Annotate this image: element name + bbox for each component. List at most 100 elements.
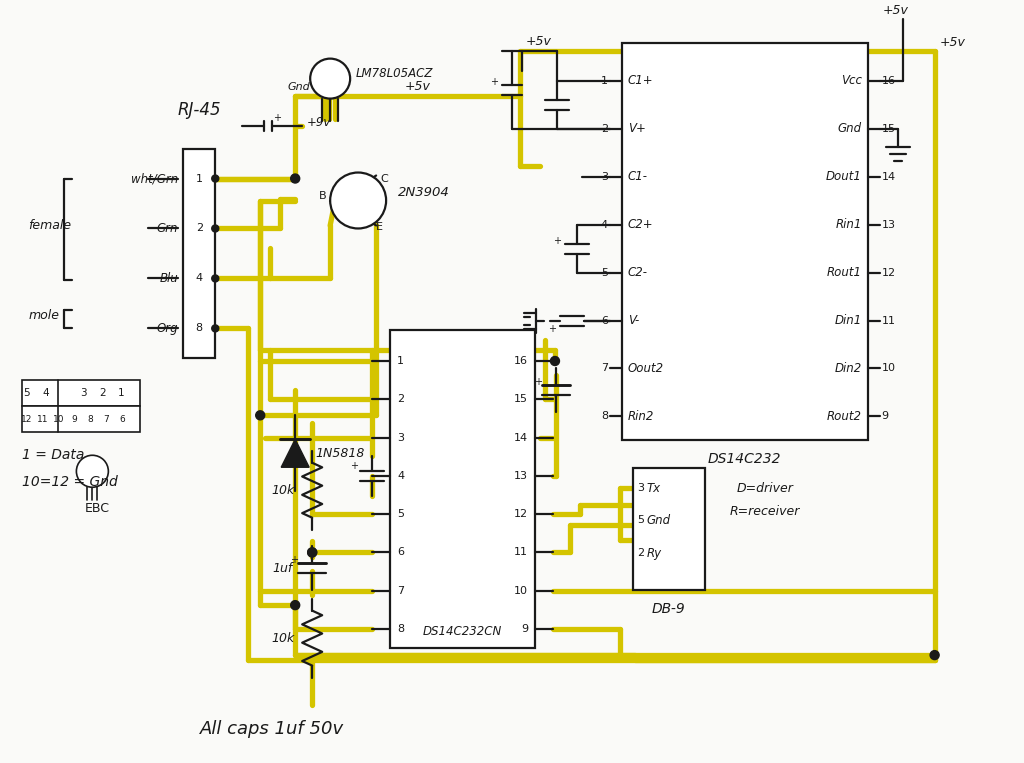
Text: 12: 12 — [514, 509, 528, 519]
Text: 8: 8 — [87, 415, 93, 423]
Text: Ry: Ry — [647, 546, 662, 560]
Text: 4: 4 — [397, 471, 404, 481]
Text: 12: 12 — [20, 415, 32, 423]
Text: 9: 9 — [72, 415, 77, 423]
Text: Grn: Grn — [157, 222, 178, 235]
Text: Rout1: Rout1 — [826, 266, 861, 279]
Circle shape — [256, 410, 265, 420]
Text: 2: 2 — [99, 388, 105, 398]
Text: 5: 5 — [601, 268, 608, 278]
Text: 4: 4 — [196, 273, 203, 283]
Text: 13: 13 — [514, 471, 528, 481]
Text: V+: V+ — [628, 122, 646, 135]
Text: female: female — [29, 219, 72, 232]
Text: D=driver: D=driver — [736, 482, 794, 495]
Text: R=receiver: R=receiver — [729, 505, 800, 518]
Text: +: + — [490, 77, 498, 87]
Text: 2: 2 — [601, 124, 608, 134]
Text: DB-9: DB-9 — [652, 602, 686, 617]
Circle shape — [307, 548, 316, 557]
Text: 3: 3 — [80, 388, 87, 398]
Text: 2: 2 — [196, 224, 203, 233]
Text: 10: 10 — [52, 415, 65, 423]
Text: 7: 7 — [103, 415, 110, 423]
Text: Rin2: Rin2 — [628, 410, 654, 423]
Text: 13: 13 — [882, 220, 896, 230]
Text: 15: 15 — [882, 124, 896, 134]
Circle shape — [551, 356, 559, 365]
Text: 5: 5 — [397, 509, 404, 519]
Text: 9: 9 — [521, 624, 528, 634]
Text: C2-: C2- — [628, 266, 648, 279]
Text: +: + — [534, 378, 542, 388]
Text: LM78L05ACZ: LM78L05ACZ — [356, 67, 433, 80]
Text: RJ-45: RJ-45 — [177, 101, 221, 118]
Text: Gnd: Gnd — [838, 122, 861, 135]
Text: 1: 1 — [118, 388, 125, 398]
Text: +: + — [273, 113, 282, 123]
Text: 7: 7 — [397, 586, 404, 596]
Text: DS14C232CN: DS14C232CN — [423, 625, 502, 638]
Text: 11: 11 — [882, 316, 896, 326]
Text: Vcc: Vcc — [841, 75, 861, 88]
Text: mole: mole — [29, 309, 59, 322]
Text: +: + — [548, 324, 556, 333]
Text: 1 = Data: 1 = Data — [23, 449, 85, 462]
Text: Rout2: Rout2 — [826, 410, 861, 423]
Text: 8: 8 — [601, 411, 608, 421]
Text: 4: 4 — [42, 388, 49, 398]
Text: +5v: +5v — [526, 34, 552, 47]
Circle shape — [291, 174, 300, 183]
Circle shape — [212, 225, 219, 232]
Text: All caps 1uf 50v: All caps 1uf 50v — [201, 720, 344, 738]
Bar — [622, 43, 867, 440]
Text: 8: 8 — [196, 324, 203, 333]
Text: 2: 2 — [397, 394, 404, 404]
Bar — [23, 380, 140, 407]
Text: 10k: 10k — [271, 632, 294, 645]
Text: Dout1: Dout1 — [825, 170, 861, 183]
Text: Org: Org — [157, 322, 178, 335]
Circle shape — [212, 275, 219, 282]
Text: 5: 5 — [24, 388, 30, 398]
Text: 15: 15 — [514, 394, 528, 404]
Text: 3: 3 — [637, 483, 644, 493]
Text: 2: 2 — [637, 548, 644, 559]
Text: +: + — [290, 555, 298, 565]
Text: 5: 5 — [637, 515, 644, 525]
Text: 4: 4 — [601, 220, 608, 230]
Text: 10: 10 — [882, 363, 896, 373]
Text: +5v: +5v — [406, 80, 431, 93]
Text: 16: 16 — [514, 356, 528, 366]
Text: +9v: +9v — [307, 116, 332, 129]
Text: 1: 1 — [601, 76, 608, 86]
Text: C: C — [380, 173, 388, 184]
Text: wht/Grn: wht/Grn — [131, 172, 178, 185]
Text: C1+: C1+ — [628, 75, 653, 88]
Text: +5v: +5v — [883, 4, 908, 17]
Text: DS14C232: DS14C232 — [708, 452, 781, 466]
Text: 1N5818: 1N5818 — [315, 447, 365, 460]
Text: Blu: Blu — [160, 272, 178, 285]
Circle shape — [291, 600, 300, 610]
Text: E: E — [376, 223, 383, 233]
Text: Tx: Tx — [647, 481, 662, 494]
Text: 11: 11 — [37, 415, 48, 423]
Text: Gnd: Gnd — [647, 513, 671, 526]
Text: 6: 6 — [397, 547, 404, 558]
Text: 3: 3 — [601, 172, 608, 182]
Text: 9: 9 — [882, 411, 889, 421]
Text: 1uf: 1uf — [272, 562, 292, 575]
Circle shape — [310, 59, 350, 98]
Bar — [390, 330, 535, 648]
Text: 10: 10 — [514, 586, 528, 596]
Text: 12: 12 — [882, 268, 896, 278]
Text: C1-: C1- — [628, 170, 648, 183]
Text: 6: 6 — [601, 316, 608, 326]
Text: 8: 8 — [397, 624, 404, 634]
Text: Rin1: Rin1 — [836, 218, 861, 231]
Bar — [23, 407, 140, 433]
Circle shape — [930, 651, 939, 659]
Text: 11: 11 — [514, 547, 528, 558]
Text: +: + — [553, 236, 561, 246]
